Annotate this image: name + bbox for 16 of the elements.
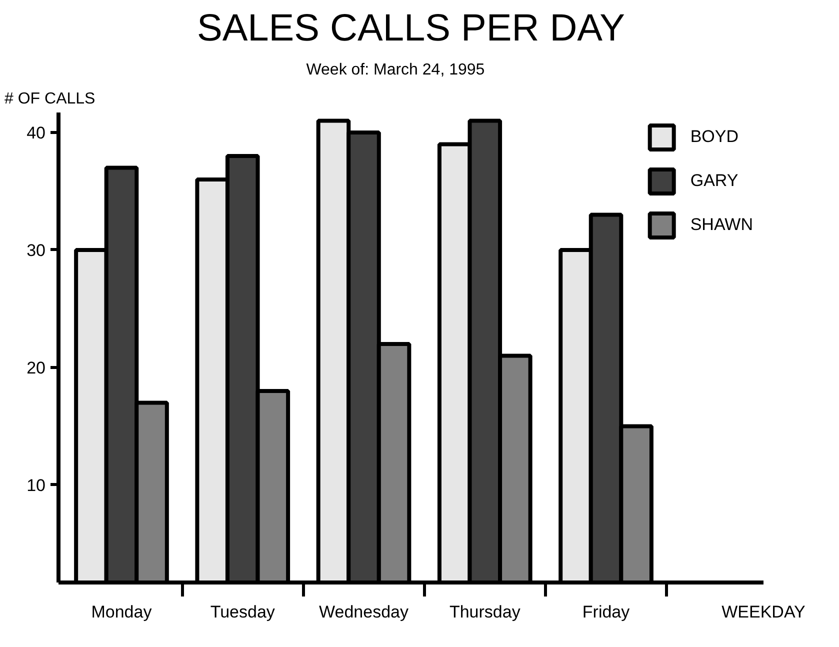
legend-label: GARY [690, 171, 738, 191]
chart-title: SALES CALLS PER DAY [196, 8, 626, 50]
y-tick-label: 30 [26, 240, 46, 260]
chart-subtitle: Week of: March 24, 1995 [306, 62, 485, 78]
y-tick-label: 10 [26, 476, 46, 495]
x-tick-label: Thursday [449, 602, 521, 622]
y-tick-label: 40 [26, 123, 46, 142]
legend-label: BOYD [690, 127, 739, 147]
y-tick-label: 20 [26, 358, 46, 378]
x-tick-label: Monday [91, 602, 152, 622]
x-axis-title: WEEKDAY [722, 602, 806, 622]
x-tick-label: Friday [582, 602, 630, 622]
y-axis-title: # OF CALLS [4, 90, 96, 108]
x-tick-label: Tuesday [210, 602, 276, 622]
x-tick-label: Wednesday [319, 602, 409, 622]
legend-label: SHAWN [690, 215, 753, 235]
